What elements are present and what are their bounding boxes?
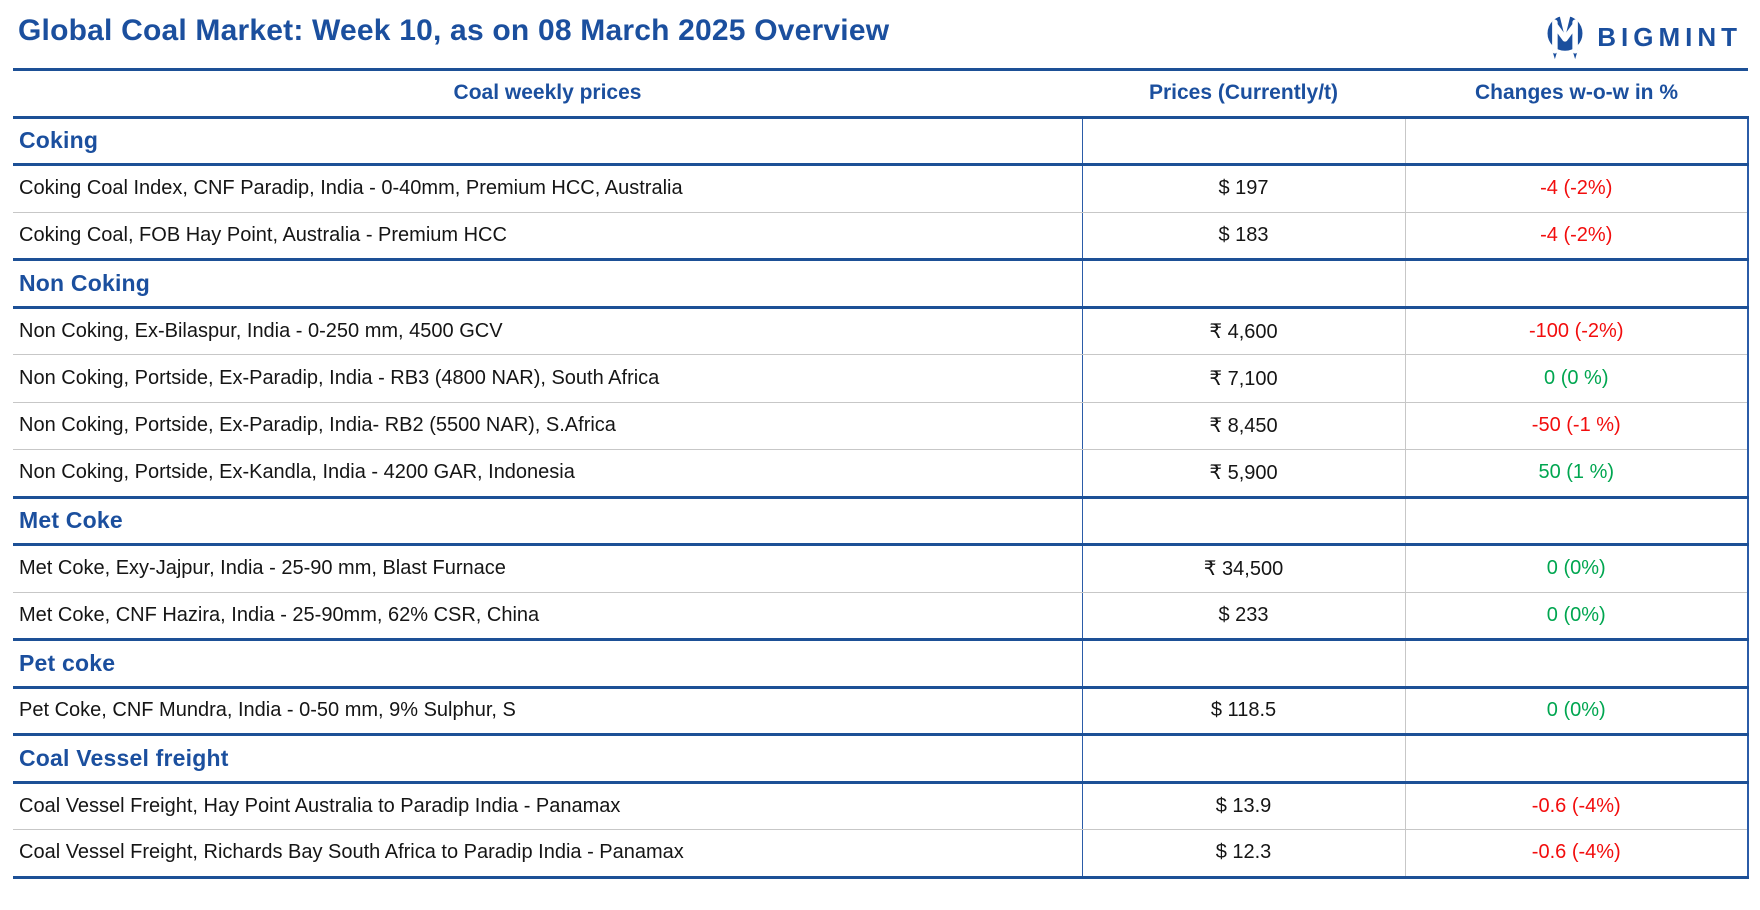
table-row: Non Coking, Ex-Bilaspur, India - 0-250 m…: [13, 307, 1749, 355]
empty-cell: [1405, 733, 1749, 784]
table-row: Non Coking, Portside, Ex-Kandla, India -…: [13, 449, 1749, 498]
change-value: -100 (-2%): [1405, 307, 1749, 355]
change-value: -4 (-2%): [1405, 164, 1749, 213]
section-row-pet-coke: Pet coke: [13, 638, 1749, 689]
commodity-label: Coal Vessel Freight, Richards Bay South …: [13, 829, 1082, 879]
section-title: Pet coke: [13, 638, 1082, 689]
table-row: Met Coke, Exy-Jajpur, India - 25-90 mm, …: [13, 544, 1749, 593]
section-title: Coal Vessel freight: [13, 733, 1082, 784]
change-value: 50 (1 %): [1405, 449, 1749, 498]
table-row: Met Coke, CNF Hazira, India - 25-90mm, 6…: [13, 592, 1749, 640]
commodity-label: Non Coking, Ex-Bilaspur, India - 0-250 m…: [13, 307, 1082, 355]
table-row: Non Coking, Portside, Ex-Paradip, India-…: [13, 402, 1749, 450]
price-value: $ 13.9: [1081, 782, 1406, 830]
empty-cell: [1081, 258, 1406, 309]
section-title: Coking: [13, 115, 1082, 166]
change-value: 0 (0%): [1405, 544, 1749, 593]
commodity-label: Non Coking, Portside, Ex-Kandla, India -…: [13, 449, 1082, 498]
table-row: Coking Coal Index, CNF Paradip, India - …: [13, 164, 1749, 213]
price-value: $ 233: [1081, 592, 1406, 640]
price-value: $ 197: [1081, 164, 1406, 213]
empty-cell: [1081, 733, 1406, 784]
commodity-label: Non Coking, Portside, Ex-Paradip, India-…: [13, 402, 1082, 450]
table-row: Coal Vessel Freight, Hay Point Australia…: [13, 782, 1749, 830]
change-value: -0.6 (-4%): [1405, 829, 1749, 879]
empty-cell: [1081, 495, 1406, 546]
table-row: Coking Coal, FOB Hay Point, Australia - …: [13, 212, 1749, 260]
empty-cell: [1081, 638, 1406, 689]
section-row-coal-vessel-freight: Coal Vessel freight: [13, 733, 1749, 784]
change-value: -50 (-1 %): [1405, 402, 1749, 450]
table-header-row: Coal weekly prices Prices (Currently/t) …: [13, 68, 1748, 119]
commodity-label: Coking Coal Index, CNF Paradip, India - …: [13, 164, 1082, 213]
page-title: Global Coal Market: Week 10, as on 08 Ma…: [18, 14, 890, 47]
price-value: ₹ 7,100: [1081, 354, 1406, 403]
empty-cell: [1081, 115, 1406, 166]
col-header-coal-weekly-prices: Coal weekly prices: [13, 68, 1082, 119]
commodity-label: Met Coke, Exy-Jajpur, India - 25-90 mm, …: [13, 544, 1082, 593]
section-title: Met Coke: [13, 495, 1082, 546]
commodity-label: Pet Coke, CNF Mundra, India - 0-50 mm, 9…: [13, 687, 1082, 735]
price-value: ₹ 8,450: [1081, 402, 1406, 450]
change-value: 0 (0 %): [1405, 354, 1749, 403]
col-header-prices: Prices (Currently/t): [1082, 68, 1405, 119]
change-value: -4 (-2%): [1405, 212, 1749, 260]
empty-cell: [1405, 258, 1749, 309]
price-value: ₹ 5,900: [1081, 449, 1406, 498]
section-row-met-coke: Met Coke: [13, 495, 1749, 546]
price-value: ₹ 34,500: [1081, 544, 1406, 593]
commodity-label: Coking Coal, FOB Hay Point, Australia - …: [13, 212, 1082, 260]
bigmint-m-badge-icon: [1547, 12, 1583, 60]
table-row: Coal Vessel Freight, Richards Bay South …: [13, 829, 1749, 879]
price-value: $ 12.3: [1081, 829, 1406, 879]
table-row: Non Coking, Portside, Ex-Paradip, India …: [13, 354, 1749, 403]
section-row-coking: Coking: [13, 115, 1749, 166]
section-title: Non Coking: [13, 258, 1082, 309]
commodity-label: Coal Vessel Freight, Hay Point Australia…: [13, 782, 1082, 830]
change-value: -0.6 (-4%): [1405, 782, 1749, 830]
empty-cell: [1405, 638, 1749, 689]
brand-logo: BIGMINT: [1542, 11, 1744, 62]
table-row: Pet Coke, CNF Mundra, India - 0-50 mm, 9…: [13, 687, 1749, 735]
coal-prices-table: Coal weekly prices Prices (Currently/t) …: [13, 68, 1749, 879]
brand-name: BIGMINT: [1597, 21, 1742, 52]
section-row-non-coking: Non Coking: [13, 258, 1749, 309]
price-value: $ 118.5: [1081, 687, 1406, 735]
commodity-label: Non Coking, Portside, Ex-Paradip, India …: [13, 354, 1082, 403]
col-header-changes: Changes w-o-w in %: [1405, 68, 1748, 119]
empty-cell: [1405, 115, 1749, 166]
price-value: ₹ 4,600: [1081, 307, 1406, 355]
price-value: $ 183: [1081, 212, 1406, 260]
commodity-label: Met Coke, CNF Hazira, India - 25-90mm, 6…: [13, 592, 1082, 640]
change-value: 0 (0%): [1405, 687, 1749, 735]
empty-cell: [1405, 495, 1749, 546]
change-value: 0 (0%): [1405, 592, 1749, 640]
page-header: Global Coal Market: Week 10, as on 08 Ma…: [0, 0, 1760, 68]
